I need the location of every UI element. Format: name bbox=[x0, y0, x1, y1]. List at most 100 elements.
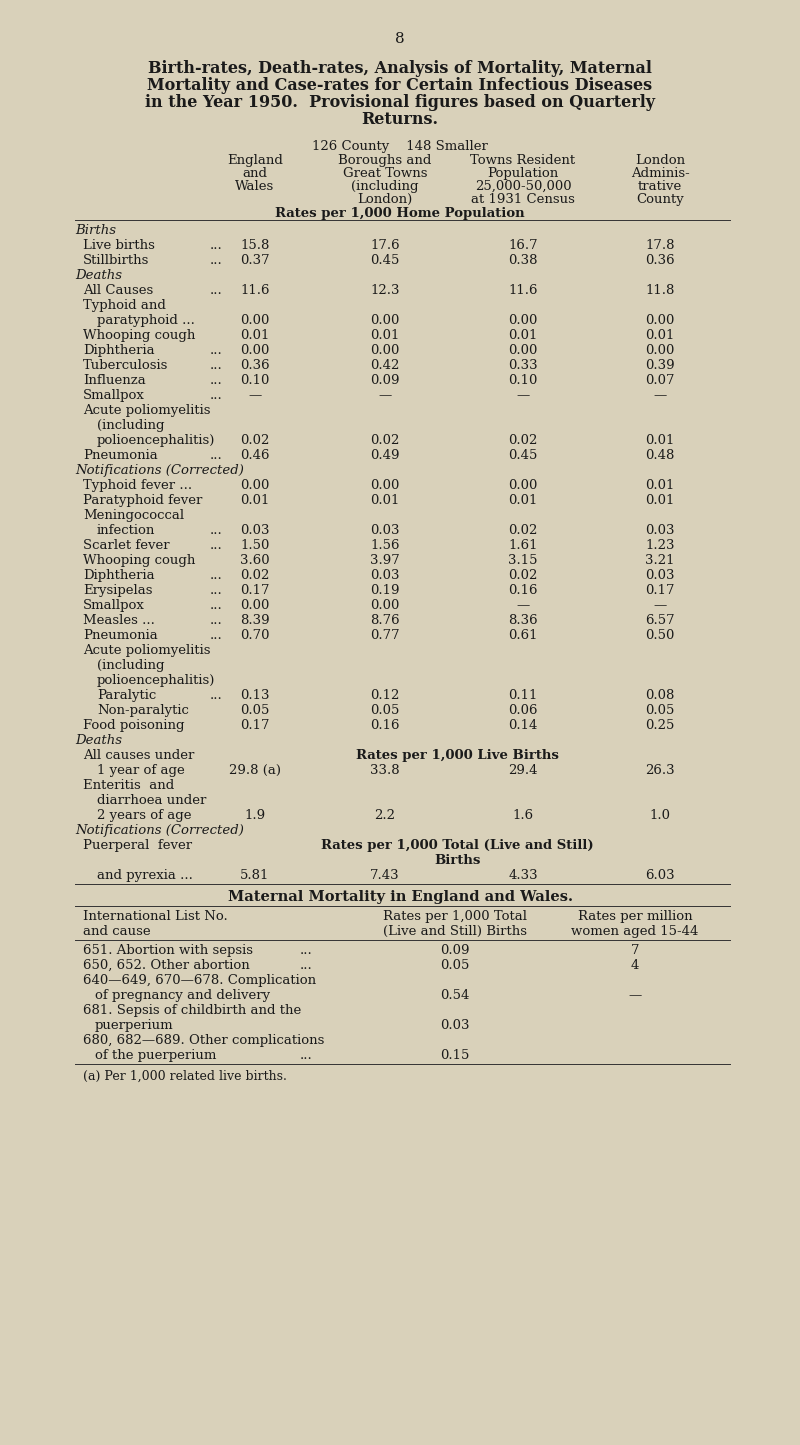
Text: Enteritis  and: Enteritis and bbox=[83, 779, 174, 792]
Text: 0.46: 0.46 bbox=[240, 449, 270, 462]
Text: Pneumonia: Pneumonia bbox=[83, 449, 158, 462]
Text: —: — bbox=[516, 600, 530, 613]
Text: 651. Abortion with sepsis: 651. Abortion with sepsis bbox=[83, 944, 253, 957]
Text: 0.00: 0.00 bbox=[370, 314, 400, 327]
Text: 0.05: 0.05 bbox=[240, 704, 270, 717]
Text: 0.07: 0.07 bbox=[646, 374, 674, 387]
Text: 0.01: 0.01 bbox=[646, 494, 674, 507]
Text: Adminis-: Adminis- bbox=[630, 168, 690, 181]
Text: Notifications (Corrected): Notifications (Corrected) bbox=[75, 464, 244, 477]
Text: 0.02: 0.02 bbox=[508, 525, 538, 538]
Text: (Live and Still) Births: (Live and Still) Births bbox=[383, 925, 527, 938]
Text: 0.03: 0.03 bbox=[646, 525, 674, 538]
Text: 0.03: 0.03 bbox=[370, 569, 400, 582]
Text: 11.6: 11.6 bbox=[508, 285, 538, 298]
Text: 12.3: 12.3 bbox=[370, 285, 400, 298]
Text: ...: ... bbox=[210, 358, 222, 371]
Text: 17.6: 17.6 bbox=[370, 238, 400, 251]
Text: 0.45: 0.45 bbox=[370, 254, 400, 267]
Text: paratyphoid ...: paratyphoid ... bbox=[97, 314, 195, 327]
Text: Measles ...: Measles ... bbox=[83, 614, 155, 627]
Text: 0.00: 0.00 bbox=[370, 478, 400, 491]
Text: Food poisoning: Food poisoning bbox=[83, 720, 185, 733]
Text: Influenza: Influenza bbox=[83, 374, 146, 387]
Text: ...: ... bbox=[210, 600, 222, 613]
Text: —: — bbox=[654, 600, 666, 613]
Text: Great Towns: Great Towns bbox=[342, 168, 427, 181]
Text: Stillbirths: Stillbirths bbox=[83, 254, 150, 267]
Text: puerperium: puerperium bbox=[95, 1019, 174, 1032]
Text: 0.77: 0.77 bbox=[370, 629, 400, 642]
Text: 11.6: 11.6 bbox=[240, 285, 270, 298]
Text: 0.05: 0.05 bbox=[370, 704, 400, 717]
Text: 0.42: 0.42 bbox=[370, 358, 400, 371]
Text: 3.15: 3.15 bbox=[508, 553, 538, 566]
Text: 0.45: 0.45 bbox=[508, 449, 538, 462]
Text: 1.23: 1.23 bbox=[646, 539, 674, 552]
Text: and cause: and cause bbox=[83, 925, 150, 938]
Text: 6.57: 6.57 bbox=[645, 614, 675, 627]
Text: Scarlet fever: Scarlet fever bbox=[83, 539, 170, 552]
Text: diarrhoea under: diarrhoea under bbox=[97, 793, 206, 806]
Text: ...: ... bbox=[210, 238, 222, 251]
Text: 0.00: 0.00 bbox=[646, 344, 674, 357]
Text: 0.05: 0.05 bbox=[440, 959, 470, 972]
Text: and: and bbox=[242, 168, 267, 181]
Text: 0.17: 0.17 bbox=[240, 584, 270, 597]
Text: at 1931 Census: at 1931 Census bbox=[471, 194, 575, 207]
Text: 0.09: 0.09 bbox=[370, 374, 400, 387]
Text: ...: ... bbox=[210, 449, 222, 462]
Text: International List No.: International List No. bbox=[83, 910, 228, 923]
Text: —: — bbox=[378, 389, 392, 402]
Text: 0.01: 0.01 bbox=[508, 494, 538, 507]
Text: 0.08: 0.08 bbox=[646, 689, 674, 702]
Text: of the puerperium: of the puerperium bbox=[95, 1049, 216, 1062]
Text: 640—649, 670—678. Complication: 640—649, 670—678. Complication bbox=[83, 974, 316, 987]
Text: 0.10: 0.10 bbox=[508, 374, 538, 387]
Text: Whooping cough: Whooping cough bbox=[83, 553, 195, 566]
Text: 0.48: 0.48 bbox=[646, 449, 674, 462]
Text: women aged 15-44: women aged 15-44 bbox=[571, 925, 698, 938]
Text: Erysipelas: Erysipelas bbox=[83, 584, 153, 597]
Text: ...: ... bbox=[210, 374, 222, 387]
Text: 0.14: 0.14 bbox=[508, 720, 538, 733]
Text: ...: ... bbox=[210, 344, 222, 357]
Text: Acute poliomyelitis: Acute poliomyelitis bbox=[83, 644, 210, 657]
Text: 0.33: 0.33 bbox=[508, 358, 538, 371]
Text: 8.76: 8.76 bbox=[370, 614, 400, 627]
Text: 0.19: 0.19 bbox=[370, 584, 400, 597]
Text: Diphtheria: Diphtheria bbox=[83, 344, 154, 357]
Text: ...: ... bbox=[210, 569, 222, 582]
Text: 25,000-50,000: 25,000-50,000 bbox=[474, 181, 571, 194]
Text: 0.03: 0.03 bbox=[440, 1019, 470, 1032]
Text: All Causes: All Causes bbox=[83, 285, 154, 298]
Text: 0.16: 0.16 bbox=[508, 584, 538, 597]
Text: London): London) bbox=[358, 194, 413, 207]
Text: ...: ... bbox=[210, 285, 222, 298]
Text: 0.38: 0.38 bbox=[508, 254, 538, 267]
Text: Maternal Mortality in England and Wales.: Maternal Mortality in England and Wales. bbox=[227, 890, 573, 905]
Text: Live births: Live births bbox=[83, 238, 155, 251]
Text: 1.56: 1.56 bbox=[370, 539, 400, 552]
Text: 0.02: 0.02 bbox=[240, 434, 270, 447]
Text: 0.05: 0.05 bbox=[646, 704, 674, 717]
Text: ...: ... bbox=[210, 689, 222, 702]
Text: 7: 7 bbox=[630, 944, 639, 957]
Text: infection: infection bbox=[97, 525, 155, 538]
Text: ...: ... bbox=[210, 629, 222, 642]
Text: Towns Resident: Towns Resident bbox=[470, 155, 575, 168]
Text: 0.61: 0.61 bbox=[508, 629, 538, 642]
Text: Rates per 1,000 Total: Rates per 1,000 Total bbox=[383, 910, 527, 923]
Text: 0.36: 0.36 bbox=[645, 254, 675, 267]
Text: —: — bbox=[654, 389, 666, 402]
Text: 0.02: 0.02 bbox=[240, 569, 270, 582]
Text: 681. Sepsis of childbirth and the: 681. Sepsis of childbirth and the bbox=[83, 1004, 302, 1017]
Text: 0.00: 0.00 bbox=[370, 344, 400, 357]
Text: 0.02: 0.02 bbox=[508, 434, 538, 447]
Text: 0.15: 0.15 bbox=[440, 1049, 470, 1062]
Text: ...: ... bbox=[210, 254, 222, 267]
Text: Puerperal  fever: Puerperal fever bbox=[83, 840, 192, 853]
Text: 0.06: 0.06 bbox=[508, 704, 538, 717]
Text: 0.54: 0.54 bbox=[440, 988, 470, 1001]
Text: 2 years of age: 2 years of age bbox=[97, 809, 191, 822]
